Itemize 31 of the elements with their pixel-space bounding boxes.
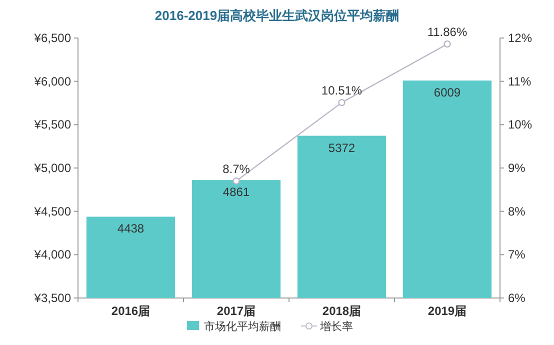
point [444, 40, 451, 48]
data-label: 8.7% [222, 162, 250, 176]
y-tick-label: ¥6,000 [33, 74, 72, 88]
legend-label: 市场化平均薪酬 [204, 320, 281, 333]
y2-tick-label: 10% [508, 118, 532, 132]
y2-tick-label: 6% [508, 291, 526, 305]
data-label: 5372 [328, 140, 356, 155]
x-tick-label: 2017届 [216, 304, 256, 318]
x-tick-label: 2016届 [111, 304, 150, 318]
data-label: 11.86% [427, 25, 468, 40]
y2-tick-label: 11% [508, 74, 532, 88]
y-tick-label: ¥5,500 [33, 118, 72, 132]
y-tick-label: ¥6,500 [33, 31, 72, 45]
data-label: 6009 [434, 86, 461, 100]
point [232, 177, 240, 185]
data-label: 10.51% [321, 84, 362, 98]
y-tick-label: ¥3,500 [33, 291, 72, 305]
y-tick-label: ¥4,000 [33, 248, 72, 262]
y2-tick-label: 12% [508, 31, 532, 45]
chart-title: 2016-2019届高校毕业生武汉岗位平均薪酬 [154, 8, 400, 23]
y-tick-label: ¥5,000 [33, 161, 72, 175]
data-label: 4438 [117, 222, 144, 236]
x-tick-label: 2018届 [322, 304, 362, 318]
legend-label: 增长率 [319, 320, 353, 333]
y-tick-label: ¥4,500 [33, 204, 72, 218]
y2-tick-label: 7% [508, 248, 526, 262]
x-tick-label: 2019届 [428, 304, 467, 318]
data-label: 4861 [222, 185, 250, 200]
point [338, 98, 346, 106]
y2-tick-label: 8% [508, 204, 526, 218]
y2-tick-label: 9% [508, 161, 526, 175]
